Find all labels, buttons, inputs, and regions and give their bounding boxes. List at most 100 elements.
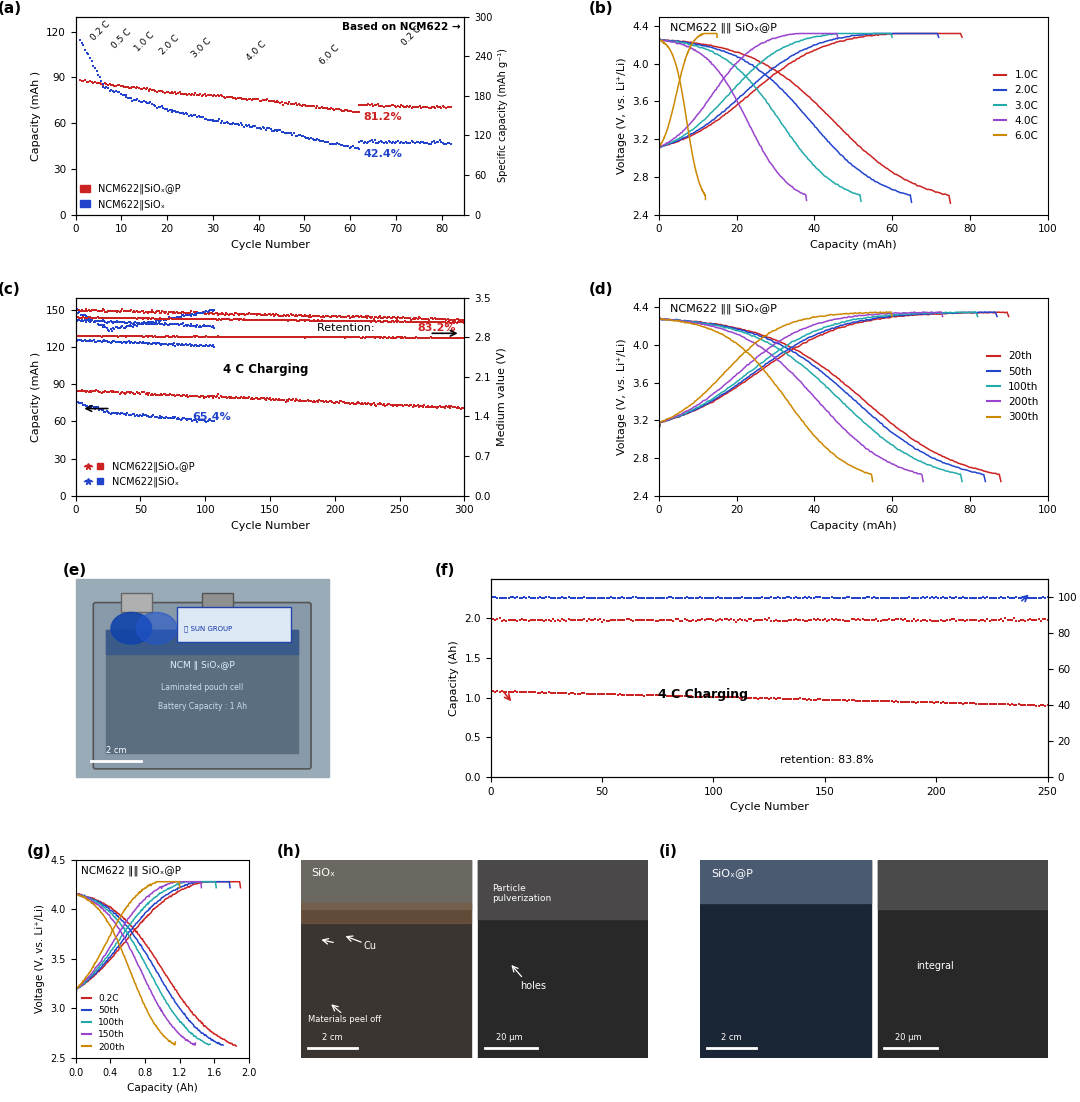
Point bbox=[234, 305, 252, 323]
Point bbox=[1039, 588, 1056, 606]
Point bbox=[78, 309, 95, 326]
Point bbox=[75, 312, 92, 329]
Point bbox=[872, 590, 889, 607]
Point bbox=[201, 305, 218, 323]
Point bbox=[98, 320, 116, 337]
Point bbox=[85, 313, 103, 331]
Point bbox=[428, 398, 445, 415]
Point bbox=[850, 588, 867, 606]
Point bbox=[629, 685, 646, 703]
Point bbox=[233, 328, 251, 346]
Point bbox=[93, 309, 110, 326]
Point bbox=[261, 389, 279, 407]
Point bbox=[185, 388, 202, 406]
Point bbox=[340, 307, 357, 325]
Point bbox=[365, 395, 382, 412]
Point bbox=[176, 85, 193, 102]
Point bbox=[366, 313, 383, 331]
Point bbox=[1024, 612, 1041, 629]
Point bbox=[997, 590, 1014, 607]
Point bbox=[157, 385, 174, 402]
Point bbox=[147, 327, 164, 345]
Point bbox=[327, 393, 345, 411]
Point bbox=[164, 310, 181, 327]
Point bbox=[97, 78, 114, 96]
Point bbox=[876, 588, 893, 606]
Point bbox=[188, 327, 205, 345]
Point bbox=[819, 613, 836, 630]
Point bbox=[73, 72, 91, 89]
Point bbox=[87, 333, 105, 350]
Point bbox=[177, 387, 194, 404]
Point bbox=[335, 393, 352, 411]
Point bbox=[395, 309, 413, 326]
Point bbox=[352, 96, 369, 114]
Point bbox=[92, 333, 109, 350]
Point bbox=[698, 611, 715, 628]
Point bbox=[143, 408, 160, 425]
Point bbox=[171, 304, 188, 322]
Point bbox=[976, 612, 994, 629]
Point bbox=[136, 304, 153, 322]
Point bbox=[1012, 588, 1029, 606]
Y-axis label: Voltage (V, vs. Li⁺/Li): Voltage (V, vs. Li⁺/Li) bbox=[35, 905, 45, 1014]
Point bbox=[504, 612, 522, 629]
Point bbox=[417, 313, 434, 331]
Point bbox=[254, 118, 271, 136]
Point bbox=[275, 328, 293, 346]
Point bbox=[328, 309, 346, 326]
Point bbox=[455, 311, 472, 328]
Point bbox=[170, 410, 187, 428]
Point bbox=[220, 114, 238, 131]
Point bbox=[990, 590, 1008, 607]
Point bbox=[513, 683, 530, 701]
Point bbox=[118, 302, 135, 320]
Point bbox=[578, 684, 595, 702]
Point bbox=[251, 311, 268, 328]
Point bbox=[130, 407, 147, 424]
Point bbox=[125, 327, 143, 345]
Point bbox=[147, 408, 164, 425]
Y-axis label: Voltage (V, vs. Li⁺/Li): Voltage (V, vs. Li⁺/Li) bbox=[617, 57, 626, 174]
Point bbox=[582, 588, 599, 606]
Point bbox=[450, 313, 468, 331]
Point bbox=[269, 311, 286, 328]
Point bbox=[789, 590, 807, 607]
Point bbox=[85, 302, 103, 320]
Point bbox=[166, 409, 184, 426]
Point bbox=[823, 588, 840, 606]
Point bbox=[447, 314, 464, 332]
Point bbox=[365, 328, 382, 346]
Point bbox=[731, 689, 748, 706]
Point bbox=[158, 409, 175, 426]
Point bbox=[84, 382, 102, 400]
Point bbox=[89, 315, 106, 333]
Point bbox=[762, 612, 780, 629]
Point bbox=[134, 406, 151, 423]
Point bbox=[330, 395, 348, 412]
Point bbox=[77, 72, 94, 89]
Point bbox=[351, 102, 368, 120]
Point bbox=[525, 590, 542, 607]
Point bbox=[598, 590, 616, 607]
Point bbox=[198, 110, 215, 128]
Point bbox=[886, 693, 903, 711]
Point bbox=[183, 306, 200, 324]
Point bbox=[194, 304, 212, 322]
Point bbox=[238, 328, 255, 346]
Point bbox=[220, 88, 238, 106]
Point bbox=[436, 311, 454, 328]
Point bbox=[364, 309, 381, 326]
Point bbox=[80, 398, 97, 415]
Point bbox=[936, 694, 954, 712]
Point bbox=[571, 684, 589, 702]
Point bbox=[183, 106, 200, 123]
Point bbox=[917, 612, 934, 629]
Point bbox=[698, 588, 715, 606]
Point bbox=[876, 612, 893, 629]
Point bbox=[823, 609, 840, 627]
Point bbox=[362, 96, 379, 114]
Point bbox=[430, 133, 447, 151]
Point bbox=[100, 327, 118, 345]
Point bbox=[315, 99, 333, 117]
